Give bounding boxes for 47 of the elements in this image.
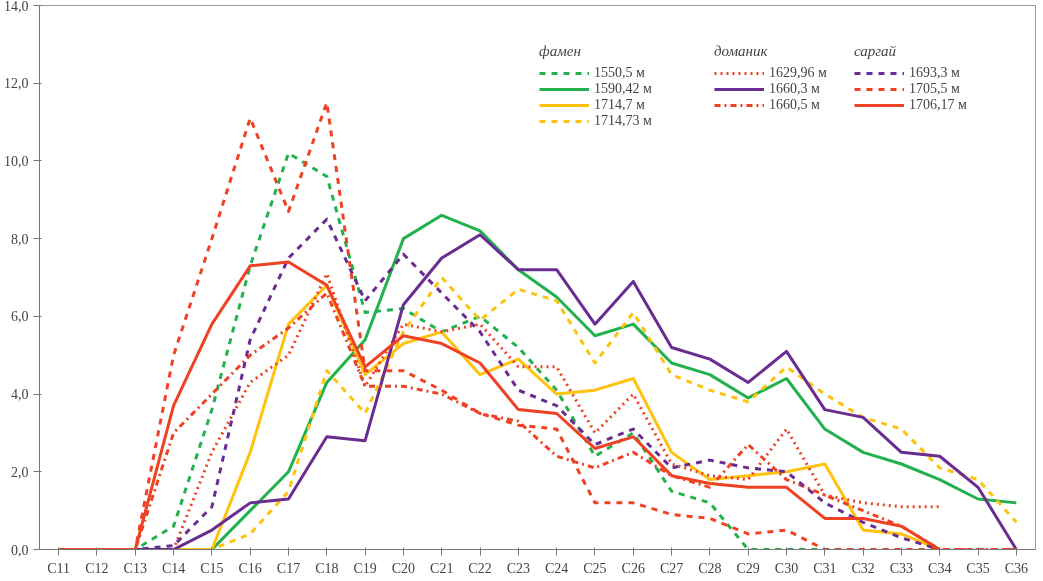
y-tick-label: 10,0 (4, 153, 29, 169)
y-tick-label: 14,0 (4, 0, 29, 14)
x-tick-label: C24 (544, 560, 569, 576)
y-tick-label: 4,0 (11, 387, 29, 403)
x-tick-label: C25 (583, 560, 607, 576)
x-tick-label: C13 (123, 560, 147, 576)
y-tick-label: 0,0 (11, 542, 29, 558)
legend-label: 1629,96 м (769, 65, 827, 81)
y-tick-label: 8,0 (11, 231, 29, 247)
x-tick-label: C21 (430, 560, 454, 576)
x-tick-label: C32 (851, 560, 875, 576)
legend-label: 1705,5 м (909, 81, 960, 97)
x-tick-label: C28 (698, 560, 722, 576)
x-tick-label: C30 (774, 560, 799, 576)
legend-label: 1693,3 м (909, 65, 960, 81)
legend-label: 1550,5 м (594, 65, 645, 81)
x-tick-label: C23 (506, 560, 531, 576)
annotation: саргай (854, 43, 898, 60)
x-tick-label: C29 (736, 560, 760, 576)
x-tick-label: C33 (889, 560, 914, 576)
annotation: доманик (714, 43, 769, 60)
x-tick-label: C19 (353, 560, 377, 576)
x-tick-label: C15 (200, 560, 224, 576)
x-tick-label: C36 (1004, 560, 1029, 576)
legend-label: 1590,42 м (594, 81, 652, 97)
x-tick-label: C27 (659, 560, 684, 576)
x-tick-label: C20 (391, 560, 416, 576)
x-tick-label: C22 (468, 560, 492, 576)
legend-label: 1660,5 м (769, 97, 820, 113)
legend-label: 1714,73 м (594, 113, 652, 129)
annotation: фамен (539, 43, 582, 60)
legend-label: 1706,17 м (909, 97, 967, 113)
x-tick-label: C12 (85, 560, 109, 576)
y-tick-label: 6,0 (11, 309, 29, 325)
x-tick-label: C17 (276, 560, 301, 576)
x-tick-label: C26 (621, 560, 645, 576)
legend-label: 1714,7 м (594, 97, 645, 113)
x-tick-label: C14 (161, 560, 186, 576)
x-tick-label: C11 (47, 560, 71, 576)
y-tick-label: 12,0 (4, 76, 29, 92)
x-tick-label: C18 (315, 560, 339, 576)
x-tick-label: C34 (928, 560, 952, 576)
x-tick-label: C31 (813, 560, 837, 576)
legend-label: 1660,3 м (769, 81, 820, 97)
x-tick-label: C35 (966, 560, 990, 576)
x-tick-label: C16 (238, 560, 262, 576)
y-tick-label: 2,0 (11, 464, 29, 480)
